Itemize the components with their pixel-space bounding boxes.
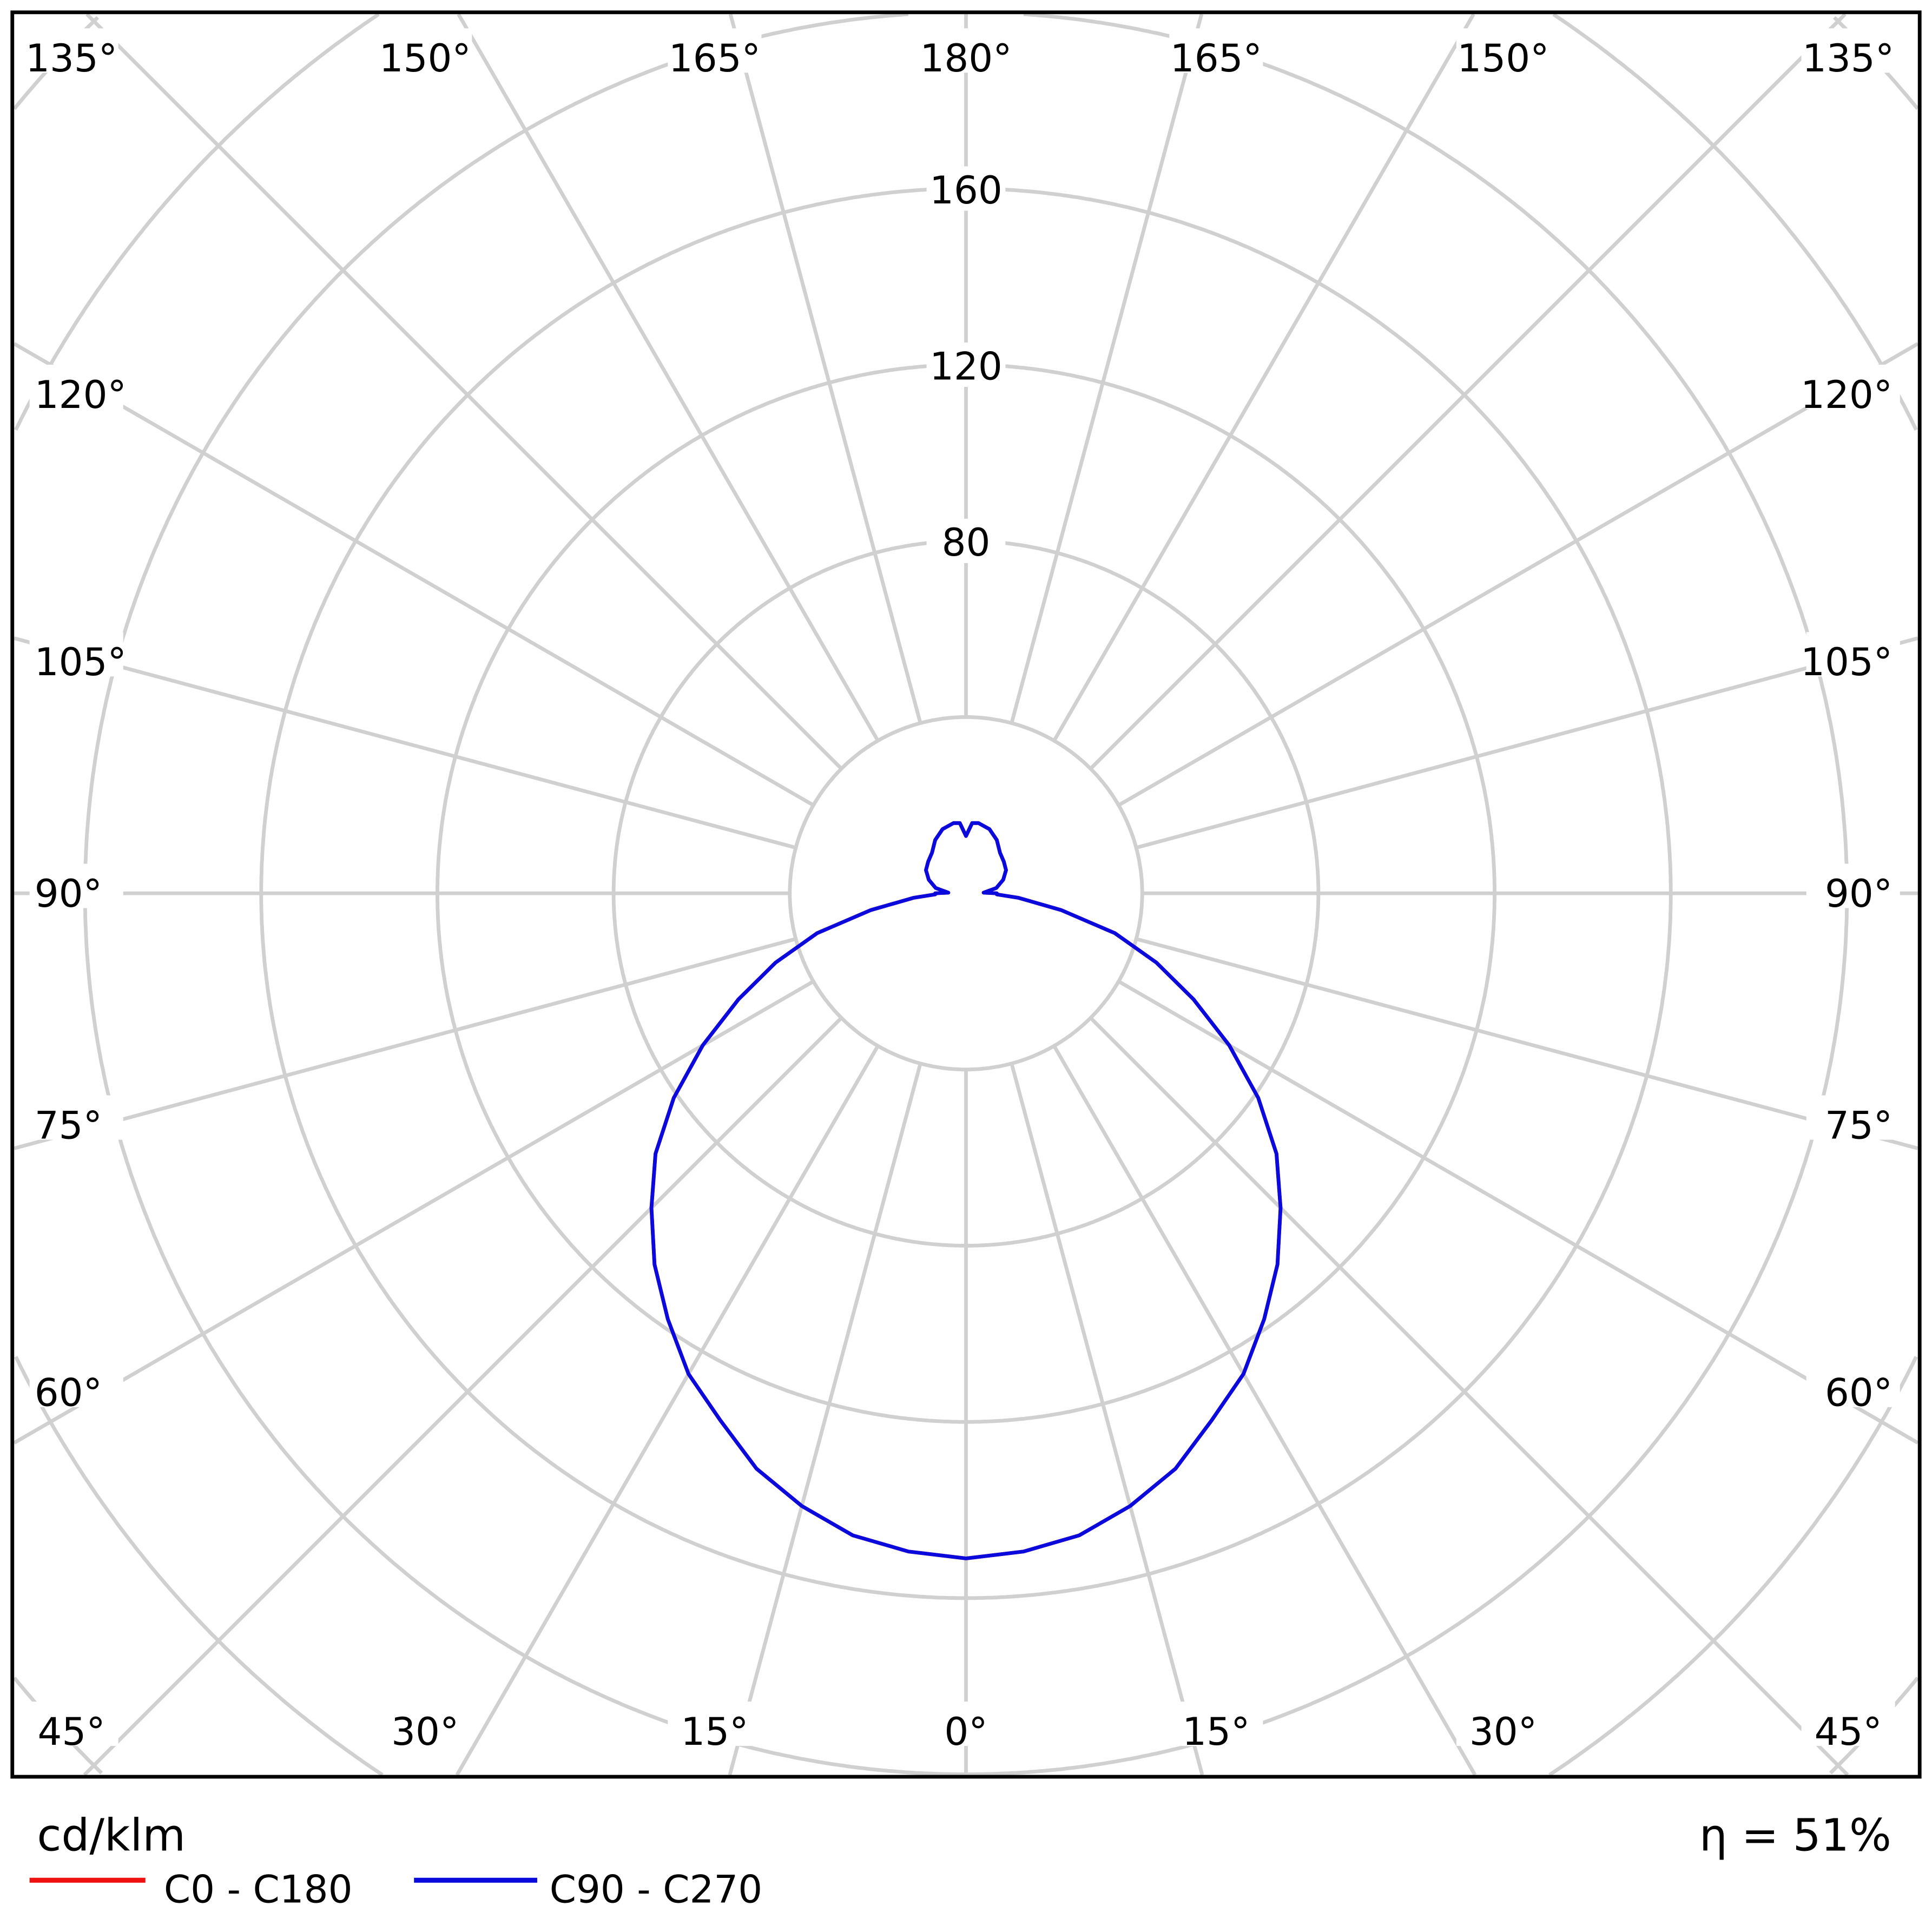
grid-spoke [14,937,796,1150]
angle-label-bottom: 30° [1469,1709,1537,1754]
grid-spoke [1117,342,1919,807]
grid-spoke [728,1063,922,1776]
grid-spoke [85,12,843,770]
grid-spoke [1117,980,1919,1445]
efficiency-label: η = 51% [1699,1810,1891,1862]
polar-grid [12,12,1920,1777]
legend-label-c90-c270: C90 - C270 [550,1867,763,1911]
angle-label-bottom: 15° [1182,1709,1250,1754]
grid-spoke [457,13,880,742]
angle-label-top: 165° [1170,36,1262,81]
intensity-curves [649,821,1283,1560]
grid-spoke [1089,12,1847,770]
angle-label-left: 120° [35,372,127,417]
grid-spoke [1052,1045,1477,1776]
angle-label-right: 105° [1801,639,1893,684]
grid-spoke [1136,636,1918,850]
angle-label-bottom: 45° [38,1709,105,1754]
grid-spoke [14,636,796,850]
axis-labels: 80 120 160 135° 150° 165° 180° 165° 150° 135° 45° 3… [24,28,1900,1754]
radial-tick-label: 160 [929,168,1003,213]
angle-label-top: 180° [920,36,1012,81]
grid-ring-40 [788,715,1144,1072]
angle-label-left: 105° [35,639,127,684]
grid-spoke [1010,1063,1204,1776]
angle-label-bottom: 15° [681,1709,748,1754]
angle-label-top: 150° [1457,36,1549,81]
angle-label-right: 75° [1825,1103,1893,1148]
angle-label-bottom: 0° [944,1709,987,1754]
angle-label-left: 60° [35,1370,102,1415]
angle-label-left: 75° [35,1103,102,1148]
grid-spoke [455,1045,880,1776]
unit-label: cd/klm [37,1810,186,1862]
grid-spoke [1010,14,1204,724]
radial-tick-label: 80 [942,520,991,565]
series-curve-c90-c270 [649,821,1283,1560]
grid-spoke [13,980,815,1445]
angle-label-right: 60° [1825,1370,1893,1415]
grid-ring-240 [14,12,1918,1777]
legend-label-c0-c180: C0 - C180 [164,1867,353,1911]
angle-label-right: 120° [1801,372,1893,417]
angle-label-left: 90° [35,871,102,916]
grid-spoke [13,342,815,807]
grid-spoke [1136,937,1918,1150]
angle-label-bottom: 45° [1815,1709,1882,1754]
grid-spoke [728,14,922,724]
grid-spoke [83,1017,843,1777]
grid-spoke [1052,13,1475,742]
angle-label-bottom: 30° [391,1709,459,1754]
angle-label-top: 165° [669,36,761,81]
grid-spoke [1089,1017,1849,1777]
angle-label-right: 90° [1825,871,1893,916]
plot-frame [10,10,1922,1779]
angle-label-top: 135° [25,36,117,81]
angle-label-top: 150° [379,36,471,81]
radial-tick-label: 120 [929,344,1003,388]
angle-label-top: 135° [1802,36,1894,81]
